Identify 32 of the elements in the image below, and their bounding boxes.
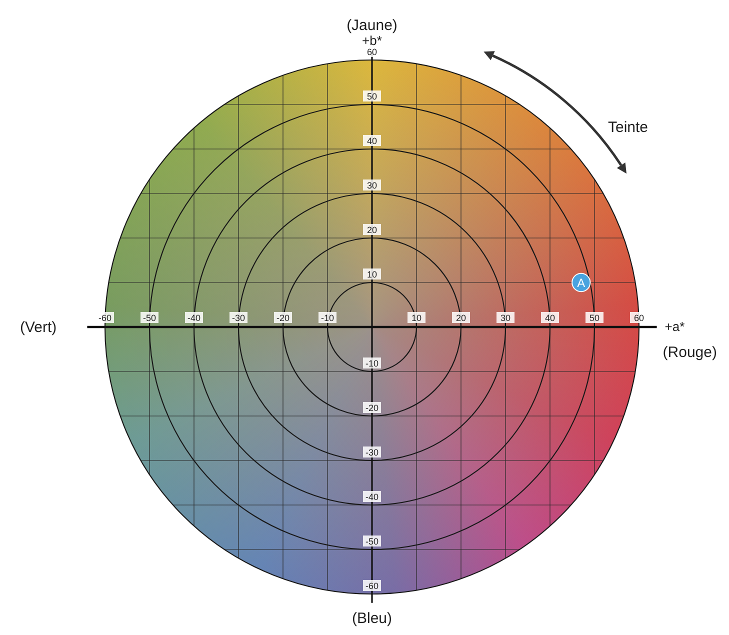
data-label: A	[577, 276, 586, 290]
y-tick-label: 20	[366, 225, 378, 235]
y-tick-label: -10	[365, 358, 379, 368]
y-axis-title: +b*	[362, 33, 382, 48]
y-tick-label: -30	[365, 448, 379, 458]
y-tick-label: 10	[366, 270, 378, 280]
text: (Bleu)	[352, 610, 392, 627]
text: (Vert)	[20, 319, 57, 336]
text: (Rouge)	[662, 344, 717, 361]
x-tick-label: 20	[456, 313, 466, 323]
y-tick-label: 30	[366, 180, 378, 190]
text: (Jaune)	[346, 17, 398, 34]
x-tick-label: 30	[500, 313, 511, 323]
y-tick-label: -40	[365, 492, 379, 502]
y-tick-label: -60	[365, 581, 379, 591]
x-tick-label: -30	[232, 313, 246, 323]
x-tick-label: 40	[544, 313, 556, 323]
x-axis-title: +a*	[664, 319, 685, 334]
x-tick-label: 10	[411, 313, 422, 323]
y-tick-label: 40	[366, 136, 378, 146]
x-tick-label: -50	[142, 313, 156, 323]
x-tick-label: 50	[589, 313, 600, 323]
y-tick-label: -50	[365, 536, 379, 546]
x-tick-label: -60	[98, 313, 112, 323]
y-tick-label: 60	[366, 47, 378, 57]
x-tick-label: 60	[634, 313, 644, 323]
x-tick-label: -10	[320, 313, 334, 323]
x-tick-label: -40	[187, 313, 201, 323]
x-tick-label: -20	[276, 313, 290, 323]
y-tick-label: 50	[366, 92, 378, 102]
y-tick-label: -20	[365, 403, 379, 413]
annotation: Teinte	[608, 119, 648, 136]
